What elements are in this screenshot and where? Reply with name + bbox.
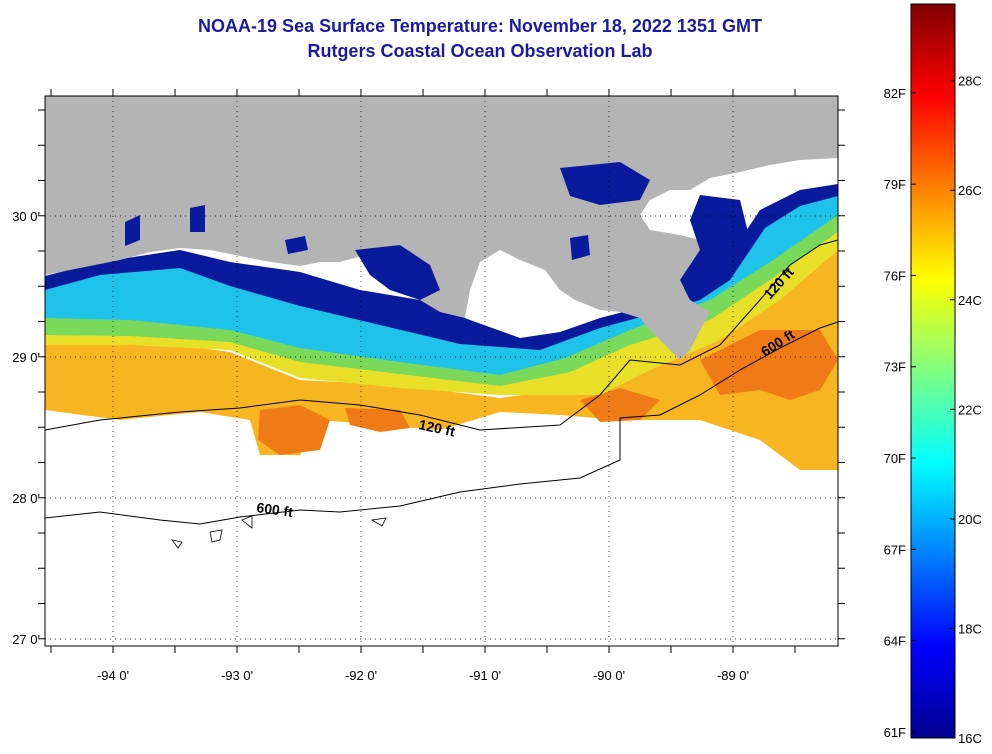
- colorbar-celsius-label: 18C: [958, 621, 982, 636]
- colorbar-fahrenheit-label: 64F: [884, 634, 906, 649]
- colorbar-fahrenheit-label: 82F: [884, 86, 906, 101]
- colorbar-ticks: 28C 26C 24C 22C 20C 18C 16C 82F 79F 76F 73F 70F 67F 6…: [884, 74, 982, 746]
- colorbar-ramp: [910, 3, 956, 739]
- axis-ticks: [38, 89, 845, 653]
- colorbar-fahrenheit-label: 79F: [884, 177, 906, 192]
- lon-label-89: -89 0': [717, 668, 749, 683]
- lat-label-28: 28 0': [12, 491, 40, 506]
- map-subtitle: Rutgers Coastal Ocean Observation Lab: [307, 41, 653, 61]
- inland-water-bodies: [125, 162, 750, 300]
- colorbar-celsius-label: 20C: [958, 512, 982, 527]
- contour-label-120ft-west: 120 ft: [417, 416, 456, 439]
- colorbar-celsius-label: 22C: [958, 402, 982, 417]
- lon-label-92: -92 0': [345, 668, 377, 683]
- graticule: [45, 96, 838, 646]
- map-panel: 120 ft 120 ft 600 ft 600 ft: [45, 96, 838, 646]
- lat-label-29: 29 0': [12, 350, 40, 365]
- colorbar: 28C 26C 24C 22C 20C 18C 16C 82F 79F 76F 73F 70F 67F 6…: [884, 3, 982, 746]
- colorbar-celsius-label: 24C: [958, 293, 982, 308]
- colorbar-celsius-label: 28C: [958, 74, 982, 89]
- cyan-water-band: [45, 190, 838, 375]
- yellow-water-band: [45, 228, 838, 395]
- green-water-band: [45, 212, 838, 386]
- contour-islands: [171, 515, 387, 549]
- colorbar-fahrenheit-label: 67F: [884, 542, 906, 557]
- contour-label-600ft-west: 600 ft: [256, 499, 295, 520]
- colorbar-fahrenheit-label: 61F: [884, 725, 906, 740]
- lat-label-30: 30 0': [12, 209, 40, 224]
- contour-600ft: [45, 321, 838, 525]
- lat-label-27: 27 0': [12, 632, 40, 647]
- lat-axis-labels: 30 0' 29 0' 28 0' 27 0': [12, 209, 40, 647]
- colorbar-fahrenheit-label: 76F: [884, 268, 906, 283]
- lon-label-93: -93 0': [221, 668, 253, 683]
- lon-label-94: -94 0': [97, 668, 129, 683]
- contour-120ft: [45, 239, 838, 431]
- map-title: NOAA-19 Sea Surface Temperature: Novembe…: [198, 16, 762, 36]
- map-frame: [44, 95, 839, 647]
- colorbar-celsius-label: 26C: [958, 183, 982, 198]
- hot-water-patches: [258, 330, 838, 455]
- colorbar-celsius-label: 16C: [958, 731, 982, 746]
- colorbar-fahrenheit-label: 73F: [884, 360, 906, 375]
- lon-label-91: -91 0': [469, 668, 501, 683]
- land-mass: [45, 96, 838, 360]
- lon-axis-labels: -94 0' -93 0' -92 0' -91 0' -90 0' -89 0…: [97, 668, 749, 683]
- lon-label-90: -90 0': [593, 668, 625, 683]
- colorbar-fahrenheit-label: 70F: [884, 451, 906, 466]
